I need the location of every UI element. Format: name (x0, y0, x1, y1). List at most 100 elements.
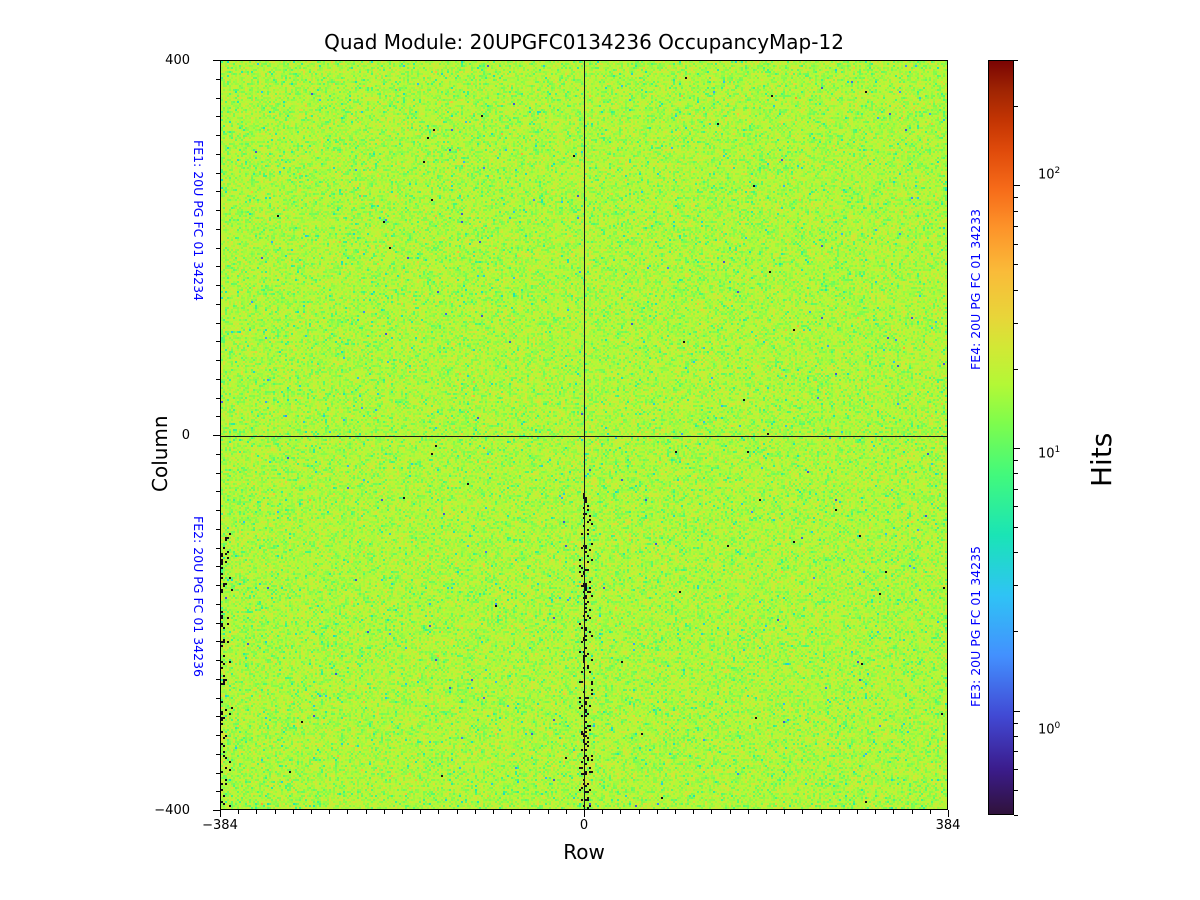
y-tick-minor (216, 78, 220, 80)
colorbar-tick-minor (1014, 815, 1018, 816)
y-tick-minor (216, 210, 220, 211)
x-ticklabel-max: 384 (935, 818, 961, 833)
occupancy-heatmap-axes[interactable] (220, 60, 948, 810)
colorbar-tick-minor (1014, 289, 1018, 291)
y-axis-label: Column (148, 415, 172, 492)
x-tick-major (584, 810, 585, 817)
colorbar-tick-minor (1014, 473, 1018, 475)
y-tick-minor (216, 472, 220, 474)
y-tick-major (213, 60, 220, 61)
x-tick-major (948, 810, 949, 817)
colorbar-tick-minor (1014, 322, 1018, 324)
colorbar-tick-minor (1014, 60, 1018, 61)
x-tick-minor (784, 810, 786, 814)
x-axis-label: Row (563, 840, 605, 864)
x-tick-minor (766, 810, 767, 814)
y-tick-minor (216, 547, 220, 549)
colorbar-tick-minor (1014, 264, 1018, 266)
y-tick-minor (216, 116, 220, 118)
x-tick-minor (675, 810, 676, 814)
colorbar-label: Hits (1085, 432, 1118, 487)
y-tick-minor (216, 285, 220, 286)
colorbar-tick-major (1014, 185, 1020, 187)
colorbar-tick-minor (1014, 585, 1018, 587)
y-tick-minor (216, 716, 220, 718)
colorbar-tick-minor (1014, 226, 1018, 227)
colorbar-tick-minor (1014, 768, 1018, 770)
y-tick-minor (216, 172, 220, 174)
x-tick-minor (729, 810, 731, 814)
colorbar-tick-minor (1014, 243, 1018, 245)
x-tick-minor (493, 810, 494, 814)
y-tick-major (213, 810, 220, 811)
annotation-fe3: FE3: 20U PG FC 01 34235 (968, 546, 983, 707)
y-tick-minor (216, 191, 220, 193)
colorbar-tick-minor (1014, 789, 1018, 791)
colorbar-tick-minor (1014, 368, 1018, 370)
x-tick-minor (929, 810, 931, 814)
colorbar-gradient (988, 60, 1014, 815)
x-tick-minor (365, 810, 367, 814)
y-tick-minor (216, 678, 220, 680)
colorbar-ticklabel-10: 101 (1038, 445, 1061, 462)
annotation-fe2: FE2: 20U PG FC 01 34236 (191, 516, 206, 677)
x-tick-minor (347, 810, 349, 814)
colorbar-tick-minor (1014, 459, 1018, 461)
y-tick-minor (216, 660, 220, 661)
x-tick-minor (747, 810, 749, 814)
colorbar-tick-minor (1014, 488, 1018, 490)
y-tick-minor (216, 753, 220, 755)
y-tick-major (213, 435, 220, 436)
x-tick-minor (656, 810, 658, 814)
x-tick-minor (256, 810, 258, 814)
y-tick-minor (216, 322, 220, 324)
x-tick-minor (292, 810, 294, 814)
colorbar-tick-minor (1014, 506, 1018, 508)
x-tick-minor (911, 810, 913, 814)
y-tick-minor (216, 791, 220, 793)
x-tick-minor (474, 810, 476, 814)
y-tick-minor (216, 153, 220, 155)
y-tick-minor (216, 341, 220, 343)
x-ticklabel-min: −384 (202, 818, 238, 833)
x-tick-minor (565, 810, 567, 814)
y-tick-minor (216, 603, 220, 605)
chip-boundary-horizontal (221, 436, 947, 437)
y-tick-minor (216, 622, 220, 624)
x-tick-minor (802, 810, 804, 814)
y-tick-minor (216, 397, 220, 399)
x-tick-minor (511, 810, 513, 814)
y-ticklabel-min: −400 (154, 803, 190, 818)
x-tick-minor (547, 810, 549, 814)
x-tick-minor (838, 810, 840, 814)
y-tick-minor (216, 491, 220, 493)
x-tick-minor (602, 810, 604, 814)
y-ticklabel-zero: 0 (181, 428, 190, 443)
colorbar-tick-minor (1014, 722, 1018, 724)
y-tick-minor (216, 641, 220, 643)
y-tick-minor (216, 97, 220, 99)
x-tick-minor (456, 810, 458, 814)
x-tick-minor (274, 810, 276, 814)
x-tick-minor (693, 810, 695, 814)
x-tick-minor (638, 810, 640, 814)
x-tick-minor (402, 810, 403, 814)
colorbar[interactable] (988, 60, 1020, 816)
x-tick-minor (620, 810, 622, 814)
page-title: Quad Module: 20UPGFC0134236 OccupancyMap… (324, 30, 844, 54)
x-tick-minor (875, 810, 877, 814)
y-tick-minor (216, 585, 220, 586)
y-tick-minor (216, 772, 220, 774)
y-ticklabel-max: 400 (165, 53, 190, 68)
y-tick-minor (216, 697, 220, 699)
colorbar-ticklabel-100: 102 (1038, 166, 1061, 183)
x-tick-minor (820, 810, 822, 814)
y-tick-minor (216, 247, 220, 249)
y-tick-minor (216, 528, 220, 530)
x-tick-minor (529, 810, 531, 814)
y-tick-minor (216, 453, 220, 455)
x-tick-minor (893, 810, 895, 814)
x-tick-major (220, 810, 221, 817)
colorbar-tick-minor (1014, 735, 1018, 737)
